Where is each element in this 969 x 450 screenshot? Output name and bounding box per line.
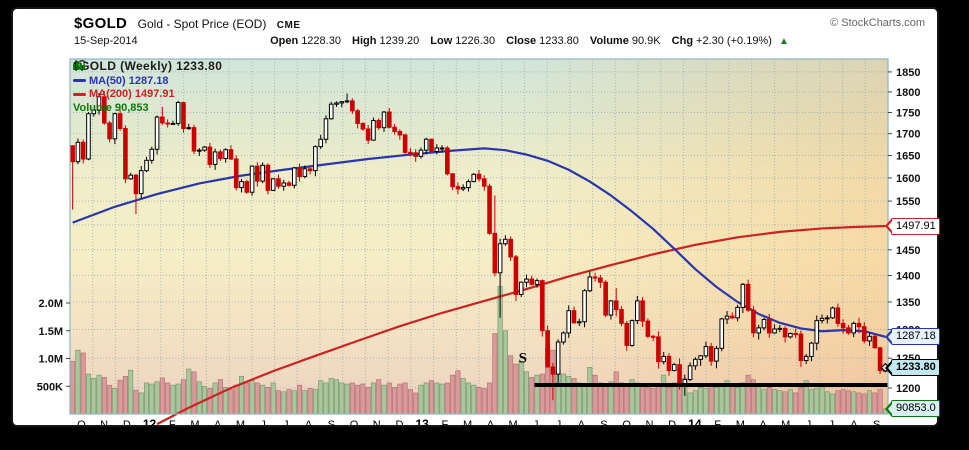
exchange-label: CME bbox=[276, 20, 301, 31]
quote-close: Close 1233.80 bbox=[506, 35, 579, 47]
ma200-price-callout: 1497.91 bbox=[885, 217, 940, 235]
svg-text:O: O bbox=[350, 419, 359, 429]
candles bbox=[70, 91, 888, 401]
svg-text:A: A bbox=[305, 419, 313, 429]
svg-text:14: 14 bbox=[688, 417, 702, 429]
legend-ma200-label: MA(200) 1497.91 bbox=[89, 88, 175, 100]
svg-text:S: S bbox=[873, 419, 880, 429]
svg-text:J: J bbox=[556, 419, 562, 429]
ma50-line bbox=[72, 147, 886, 338]
quote-open: Open 1228.30 bbox=[270, 35, 341, 47]
svg-text:1350: 1350 bbox=[896, 297, 920, 309]
svg-text:A: A bbox=[578, 419, 586, 429]
svg-text:D: D bbox=[123, 419, 131, 429]
svg-text:1700: 1700 bbox=[896, 129, 920, 141]
svg-text:500K: 500K bbox=[37, 381, 63, 393]
svg-text:1.0M: 1.0M bbox=[39, 354, 63, 366]
volume-axis: 2.0M 1.5M 1.0M 500K bbox=[37, 298, 70, 393]
svg-text:J: J bbox=[533, 419, 539, 429]
ma50-price-callout: 1287.18 bbox=[885, 328, 940, 346]
svg-text:O: O bbox=[77, 419, 86, 429]
svg-text:1650: 1650 bbox=[896, 150, 920, 162]
legend-ma200-row: MA(200) 1497.91 bbox=[73, 88, 222, 102]
svg-text:N: N bbox=[100, 419, 108, 429]
svg-text:N: N bbox=[645, 419, 653, 429]
svg-text:M: M bbox=[236, 419, 245, 429]
quote-change: Chg +2.30 (+0.19%) bbox=[671, 35, 772, 47]
svg-text:2.0M: 2.0M bbox=[39, 298, 63, 310]
svg-text:A: A bbox=[759, 419, 767, 429]
quote-date: 15-Sep-2014 bbox=[74, 35, 138, 47]
svg-text:A: A bbox=[487, 419, 495, 429]
ma200-line-icon bbox=[73, 92, 86, 96]
legend-volume-label: Volume 90,853 bbox=[73, 101, 149, 114]
legend-ma50-label: MA(50) 1287.18 bbox=[89, 74, 169, 87]
svg-text:1200: 1200 bbox=[896, 383, 920, 395]
svg-text:F: F bbox=[169, 419, 176, 429]
svg-text:J: J bbox=[828, 419, 834, 429]
svg-text:1550: 1550 bbox=[896, 196, 920, 208]
quote-low: Low 1226.30 bbox=[430, 35, 496, 47]
svg-text:F: F bbox=[714, 419, 721, 429]
quote-row: 15-Sep-2014 Open 1228.30 High 1239.20 Low 1… bbox=[74, 35, 931, 51]
svg-text:M: M bbox=[463, 419, 472, 429]
svg-text:1750: 1750 bbox=[896, 107, 920, 119]
svg-text:M: M bbox=[781, 419, 790, 429]
ticker-symbol: $GOLD bbox=[74, 15, 128, 32]
chart-legend: $GOLD (Weekly) 1233.80 MA(50) 1287.18 MA… bbox=[73, 59, 223, 116]
support-label: S bbox=[519, 350, 527, 366]
svg-text:A: A bbox=[850, 419, 858, 429]
volume-bars-icon bbox=[73, 61, 85, 70]
svg-text:1850: 1850 bbox=[896, 67, 920, 79]
instrument-name: Gold - Spot Price (EOD) bbox=[137, 17, 267, 31]
price-chart: S185018001750170016501600155015001450140… bbox=[37, 58, 920, 429]
svg-text:1.5M: 1.5M bbox=[39, 326, 63, 338]
svg-text:13: 13 bbox=[416, 417, 430, 429]
svg-text:M: M bbox=[736, 419, 745, 429]
date-axis: O N D 12 F M A M J J A S O N D 13 F M A M J J A S O N D 14 F M A M J J A S bbox=[77, 417, 880, 429]
svg-text:1600: 1600 bbox=[896, 173, 920, 185]
legend-volume-row: Volume 90,853 bbox=[73, 61, 222, 116]
ma200-line bbox=[156, 224, 886, 426]
copyright-text: © StockCharts.com bbox=[830, 17, 925, 29]
svg-text:J: J bbox=[283, 419, 289, 429]
svg-text:O: O bbox=[622, 419, 631, 429]
svg-text:D: D bbox=[395, 419, 403, 429]
legend-ma50-row: MA(50) 1287.18 bbox=[73, 75, 222, 89]
ma50-line-icon bbox=[73, 79, 86, 83]
last-price-callout: 1233.80 bbox=[885, 359, 940, 377]
chart-panel: S185018001750170016501600155015001450140… bbox=[11, 7, 940, 429]
svg-text:1800: 1800 bbox=[896, 87, 920, 99]
svg-text:F: F bbox=[442, 419, 449, 429]
svg-text:M: M bbox=[508, 419, 517, 429]
svg-text:S: S bbox=[600, 419, 607, 429]
svg-text:1400: 1400 bbox=[896, 270, 920, 282]
svg-text:J: J bbox=[260, 419, 266, 429]
title-row: $GOLD Gold - Spot Price (EOD) CME © Stoc… bbox=[74, 15, 927, 33]
svg-text:M: M bbox=[190, 419, 199, 429]
svg-text:J: J bbox=[806, 419, 812, 429]
volume-callout: 90853.0 bbox=[885, 400, 940, 418]
svg-text:12: 12 bbox=[143, 417, 157, 429]
volume-bars bbox=[70, 286, 888, 415]
svg-text:1450: 1450 bbox=[896, 245, 920, 257]
svg-text:A: A bbox=[214, 419, 222, 429]
quote-high: High 1239.20 bbox=[352, 35, 420, 47]
legend-main-label: $GOLD (Weekly) 1233.80 bbox=[73, 59, 223, 73]
legend-main-row: $GOLD (Weekly) 1233.80 bbox=[73, 59, 223, 75]
change-up-icon: ▲ bbox=[778, 36, 789, 47]
svg-text:S: S bbox=[328, 419, 335, 429]
svg-text:N: N bbox=[373, 419, 381, 429]
svg-text:D: D bbox=[668, 419, 676, 429]
quote-volume: Volume 90.9K bbox=[589, 35, 661, 47]
